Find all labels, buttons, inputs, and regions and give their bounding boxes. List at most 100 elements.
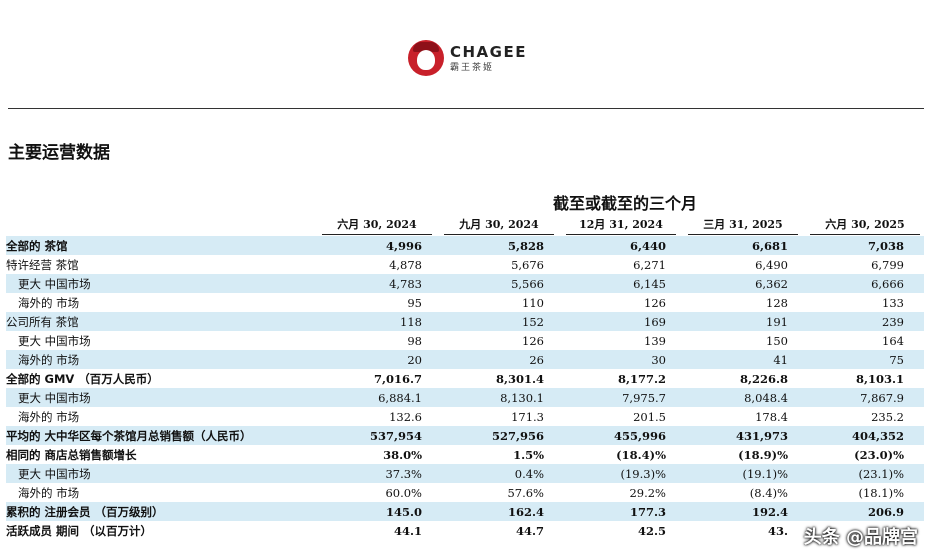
cell-value: 235.2 <box>871 409 904 424</box>
cell-value: 75 <box>808 350 924 369</box>
cell-value: 6,271 <box>633 257 666 272</box>
cell-value: 8,048.4 <box>686 388 808 407</box>
cell-value: (18.9)% <box>738 447 788 462</box>
cell-value: 177.3 <box>564 502 686 521</box>
cell-value: 5,676 <box>511 257 544 272</box>
cell-value: 6,799 <box>871 257 904 272</box>
cell-value: 1.5% <box>513 447 544 462</box>
row-label: 全部的 GMV （百万人民币） <box>6 371 159 386</box>
table-row: 活跃成员 期间 （以百万计） 44.1 44.7 42.5 43. <box>6 521 924 540</box>
row-label: 更大 中国市场 <box>6 388 320 407</box>
row-label: 海外的 市场 <box>18 485 80 500</box>
cell-value: 4,783 <box>320 274 442 293</box>
cell-value: 455,996 <box>564 426 686 445</box>
row-label: 相同的 商店总销售额增长 <box>6 447 137 462</box>
row-label: 更大 中国市场 <box>6 274 320 293</box>
watermark: 头条 @品牌宫 <box>803 527 918 548</box>
cell-value: 57.6% <box>507 485 544 500</box>
cell-value: 7,016.7 <box>373 371 422 386</box>
cell-value: 150 <box>766 333 788 348</box>
table-row: 更大 中国市场 98 126 139 150 164 <box>6 331 924 350</box>
cell-value: 5,828 <box>442 236 564 255</box>
cell-value: 26 <box>442 350 564 369</box>
table-row: 海外的 市场 20 26 30 41 75 <box>6 350 924 369</box>
row-label: 全部的 茶馆 <box>6 236 320 255</box>
cell-value: (18.1)% <box>858 485 904 500</box>
table-row: 特许经营 茶馆 4,878 5,676 6,271 6,490 6,799 <box>6 255 924 274</box>
table-row: 累积的 注册会员 （百万级别） 145.0 162.4 177.3 192.4 206.9 <box>6 502 924 521</box>
cell-value: 126 <box>644 295 666 310</box>
cell-value: 128 <box>766 295 788 310</box>
cell-value: 37.3% <box>320 464 442 483</box>
cell-value: 8,226.8 <box>739 371 788 386</box>
cell-value: 8,301.4 <box>495 371 544 386</box>
row-label: 累积的 注册会员 （百万级别） <box>6 502 320 521</box>
brand-subtitle: 霸王茶姬 <box>450 62 495 73</box>
row-label: 海外的 市场 <box>18 295 80 310</box>
period-title: 截至或截至的三个月 <box>552 194 697 213</box>
cell-value: 6,145 <box>564 274 686 293</box>
row-label: 更大 中国市场 <box>18 333 91 348</box>
cell-value: 7,867.9 <box>808 388 924 407</box>
table-row: 全部的 GMV （百万人民币） 7,016.7 8,301.4 8,177.2 8,22… <box>6 369 924 388</box>
chagee-logo: CHAGEE 霸王茶姬 <box>408 40 527 76</box>
cell-value: 201.5 <box>633 409 666 424</box>
cell-value: 139 <box>644 333 666 348</box>
cell-value: 191 <box>686 312 808 331</box>
column-header: 12月 31, 2024 <box>566 214 676 235</box>
cell-value: 431,973 <box>686 426 808 445</box>
cell-value: 44.1 <box>393 523 422 538</box>
cell-value: (8.4)% <box>749 485 788 500</box>
cell-value: 60.0% <box>385 485 422 500</box>
brand-name: CHAGEE <box>450 42 527 61</box>
cell-value: 126 <box>522 333 544 348</box>
section-title: 主要运营数据 <box>8 143 110 163</box>
cell-value: 6,362 <box>686 274 808 293</box>
table-row: 更大 中国市场 6,884.1 8,130.1 7,975.7 8,048.4 7,867… <box>6 388 924 407</box>
cell-value: 95 <box>407 295 422 310</box>
cell-value: 527,956 <box>442 426 564 445</box>
cell-value: (18.4)% <box>616 447 666 462</box>
cell-value: 38.0% <box>383 447 422 462</box>
row-label: 海外的 市场 <box>18 409 80 424</box>
cell-value: 6,666 <box>808 274 924 293</box>
cell-value: 30 <box>564 350 686 369</box>
row-label: 海外的 市场 <box>6 350 320 369</box>
cell-value: 6,884.1 <box>320 388 442 407</box>
cell-value: 42.5 <box>637 523 666 538</box>
cell-value: (23.0)% <box>854 447 904 462</box>
row-label: 特许经营 茶馆 <box>6 257 79 272</box>
cell-value: 8,177.2 <box>617 371 666 386</box>
table-row: 海外的 市场 60.0% 57.6% 29.2% (8.4)% (18.1)% <box>6 483 924 502</box>
column-header: 六月 30, 2024 <box>322 214 432 235</box>
table-row: 海外的 市场 95 110 126 128 133 <box>6 293 924 312</box>
cell-value: 43. <box>767 523 788 538</box>
row-label: 活跃成员 期间 （以百万计） <box>6 523 153 538</box>
cell-value: (19.3)% <box>564 464 686 483</box>
cell-value: 7,038 <box>808 236 924 255</box>
cell-value: 41 <box>686 350 808 369</box>
table-row: 全部的 茶馆 4,996 5,828 6,440 6,681 7,038 <box>6 236 924 255</box>
cell-value: 169 <box>564 312 686 331</box>
cell-value: 6,490 <box>755 257 788 272</box>
cell-value: 164 <box>882 333 904 348</box>
cell-value: 145.0 <box>320 502 442 521</box>
cell-value: 4,996 <box>320 236 442 255</box>
cell-value: (23.1)% <box>808 464 924 483</box>
cell-value: 192.4 <box>686 502 808 521</box>
operating-data-table: 全部的 茶馆 4,996 5,828 6,440 6,681 7,038 特许经营 茶馆 4,… <box>6 236 924 540</box>
cell-value: 6,681 <box>686 236 808 255</box>
cell-value: 132.6 <box>389 409 422 424</box>
table-row: 相同的 商店总销售额增长 38.0% 1.5% (18.4)% (18.9)% (23.0… <box>6 445 924 464</box>
chagee-emblem-icon <box>408 40 444 76</box>
cell-value: 404,352 <box>808 426 924 445</box>
cell-value: 537,954 <box>320 426 442 445</box>
table-row: 更大 中国市场 37.3% 0.4% (19.3)% (19.1)% (23.1)% <box>6 464 924 483</box>
row-label: 平均的 大中华区每个茶馆月总销售额（人民币） <box>6 426 320 445</box>
cell-value: 8,103.1 <box>855 371 904 386</box>
column-header: 九月 30, 2024 <box>444 214 554 235</box>
table-row: 更大 中国市场 4,783 5,566 6,145 6,362 6,666 <box>6 274 924 293</box>
cell-value: 44.7 <box>515 523 544 538</box>
cell-value: 239 <box>808 312 924 331</box>
cell-value: (19.1)% <box>686 464 808 483</box>
